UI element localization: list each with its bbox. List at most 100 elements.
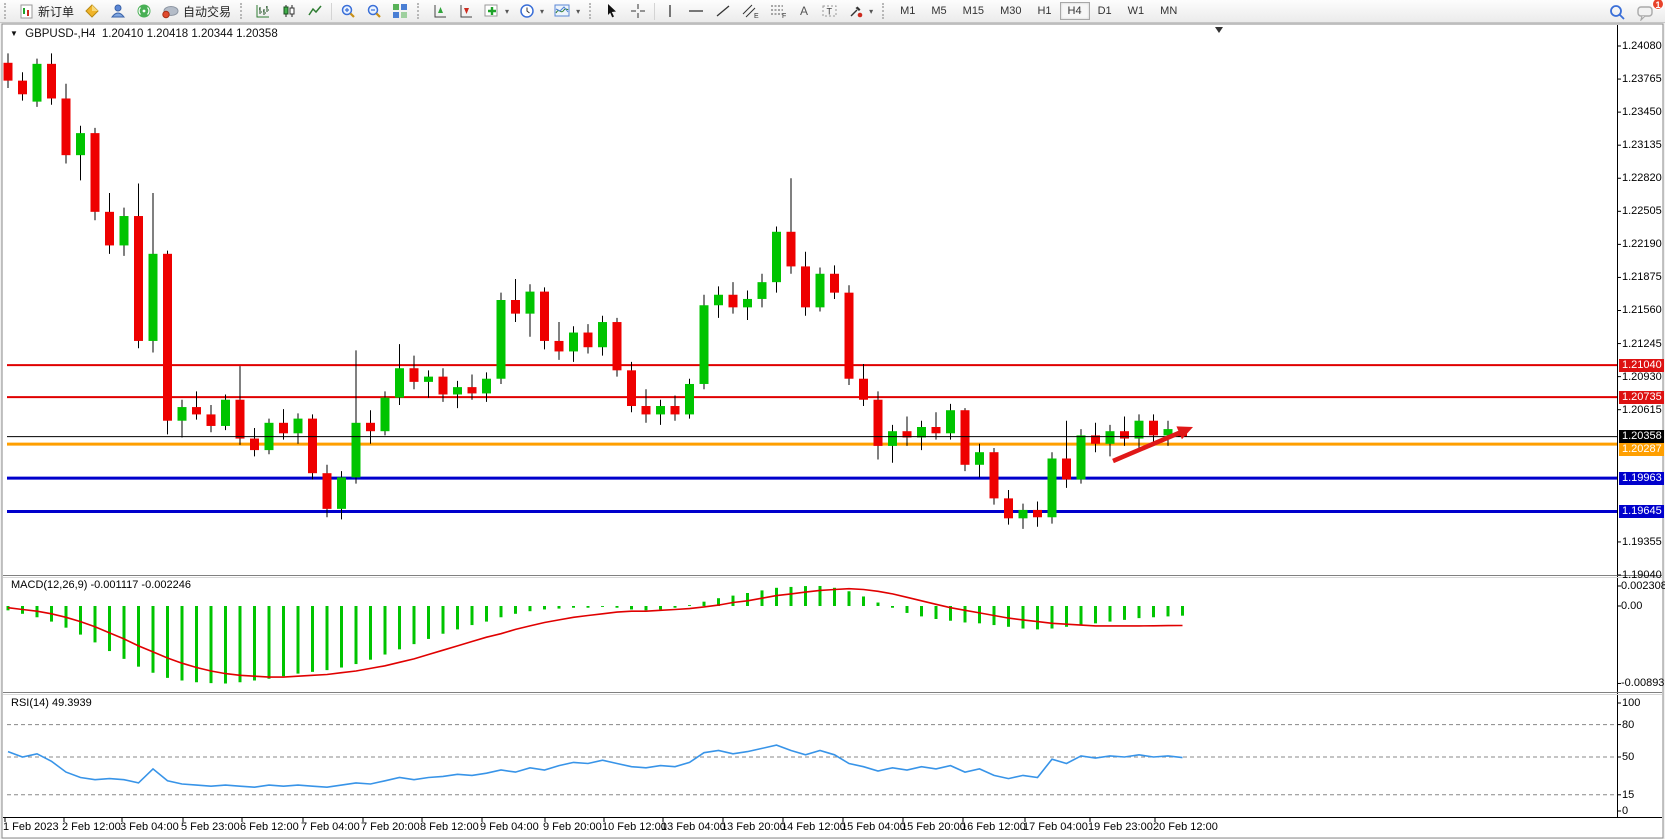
candle-bullish	[293, 418, 303, 434]
candle-bullish	[1018, 509, 1028, 519]
timeframe-button-M15[interactable]: M15	[962, 5, 985, 17]
candle-bullish	[757, 282, 767, 299]
macd-indicator-label: MACD(12,26,9) -0.001117 -0.002246	[11, 579, 191, 591]
zoom-in-button[interactable]	[335, 1, 361, 21]
candle-bearish	[612, 322, 622, 371]
price-line-label: 1.20287	[1619, 443, 1664, 457]
timeframe-button-W1[interactable]: W1	[1127, 5, 1145, 17]
candle-bearish	[163, 253, 172, 421]
chart-template-button[interactable]: ▾	[549, 1, 585, 21]
candlestick-chart-button[interactable]	[276, 1, 302, 21]
svg-text:E: E	[754, 13, 759, 19]
tile-windows-icon	[392, 3, 408, 19]
candle-bearish	[728, 294, 738, 308]
candle-bearish	[989, 452, 999, 499]
price-tick-label: 1.21875	[1622, 271, 1662, 284]
date-tick-label: 9 Feb 20:00	[543, 821, 602, 833]
rsi-tick-label: 15	[1622, 788, 1635, 801]
chat-icon	[1636, 3, 1656, 21]
chart-shift-marker-icon[interactable]	[1215, 27, 1223, 33]
timeframe-button-MN[interactable]: MN	[1160, 5, 1178, 17]
candle-bearish	[308, 418, 317, 474]
symbol-collapse-icon[interactable]: ▼	[10, 29, 18, 38]
price-tick-label: 1.21560	[1622, 304, 1662, 317]
indicator-window-up-button[interactable]	[427, 1, 453, 21]
horizontal-level-lines[interactable]	[7, 364, 1617, 513]
period-clock-icon	[519, 3, 535, 19]
price-line-label: 1.19963	[1619, 471, 1664, 485]
arrow-head[interactable]	[1176, 426, 1193, 440]
candle-bearish	[90, 133, 100, 212]
timeframe-button-H1[interactable]: H1	[1037, 5, 1052, 17]
equidistant-channel-button[interactable]: E	[736, 1, 764, 21]
arrow-annotation[interactable]	[1112, 426, 1193, 464]
candle-bullish	[975, 452, 984, 465]
chart-template-icon	[554, 3, 571, 19]
text-label-button[interactable]: T	[816, 1, 843, 21]
toolbar-grip[interactable]	[240, 3, 247, 19]
horizontal-line-button[interactable]	[682, 1, 710, 21]
indicator-window-up-icon	[432, 3, 448, 19]
candle-bullish	[32, 63, 42, 102]
ohlc-high: 1.20418	[146, 28, 189, 40]
add-indicator-button[interactable]: ▾	[479, 1, 514, 21]
fibonacci-button[interactable]: F	[764, 1, 792, 21]
candle-bearish	[1062, 458, 1071, 480]
navigator-button[interactable]	[105, 1, 131, 21]
timeframe-button-M1[interactable]: M1	[900, 5, 916, 17]
signal-icon	[136, 3, 152, 19]
dropdown-arrow-icon: ▾	[540, 6, 545, 16]
toolbar-grip[interactable]	[882, 3, 889, 19]
zoom-out-button[interactable]	[361, 1, 387, 21]
price-tick-label: 1.20930	[1622, 370, 1662, 383]
indicator-window-down-icon	[458, 3, 474, 19]
price-tick-label: 1.19355	[1622, 535, 1662, 548]
timeframe-button-H4[interactable]: H4	[1059, 2, 1090, 20]
timeframe-group: M1 M5 M15 M30 H1 H4 D1 W1 MN	[892, 2, 1185, 20]
timeframe-button-M30[interactable]: M30	[1000, 5, 1022, 17]
arrows-tool-button[interactable]: ▾	[843, 1, 878, 21]
rsi-tick-label: 0	[1622, 805, 1629, 817]
signal-button[interactable]	[131, 1, 157, 21]
new-order-button[interactable]: 新订单	[14, 1, 79, 21]
date-tick-label: 20 Feb 12:00	[1153, 821, 1218, 833]
price-tick-label: 1.21245	[1622, 337, 1662, 350]
arrow-shaft[interactable]	[1112, 430, 1181, 464]
indicator-window-down-button[interactable]	[453, 1, 479, 21]
candle-bullish	[656, 406, 665, 415]
candle-bullish	[119, 216, 129, 246]
new-order-label: 新订单	[38, 4, 75, 19]
navigator-icon	[110, 3, 126, 19]
candle-bullish	[598, 322, 607, 348]
chat-button[interactable]: 1	[1631, 0, 1664, 22]
svg-text:A: A	[800, 4, 808, 18]
timeframe-button-M5[interactable]: M5	[931, 5, 947, 17]
toolbar-grip[interactable]	[589, 3, 596, 19]
bar-chart-icon	[255, 3, 271, 19]
vertical-line-button[interactable]	[658, 1, 682, 21]
market-watch-button[interactable]	[79, 1, 105, 21]
date-tick-label: 9 Feb 04:00	[480, 821, 539, 833]
date-tick-label: 1 Feb 2023	[3, 821, 59, 833]
timeframe-button-D1[interactable]: D1	[1097, 5, 1112, 17]
text-button[interactable]: A	[792, 1, 816, 21]
trendline-button[interactable]	[710, 1, 736, 21]
cursor-button[interactable]	[599, 1, 625, 21]
line-chart-button[interactable]	[302, 1, 328, 21]
crosshair-button[interactable]	[625, 1, 651, 21]
svg-text:F: F	[782, 13, 786, 19]
date-tick-label: 6 Feb 12:00	[240, 821, 299, 833]
toolbar-grip[interactable]	[417, 3, 424, 19]
candle-bullish	[76, 133, 85, 156]
auto-trading-button[interactable]: 自动交易	[157, 1, 236, 21]
tile-windows-button[interactable]	[387, 1, 413, 21]
candle-bearish	[18, 80, 27, 95]
toolbar-separator	[654, 2, 656, 20]
candle-bullish	[917, 427, 926, 438]
bar-chart-button[interactable]	[250, 1, 276, 21]
search-button[interactable]	[1603, 2, 1631, 22]
toolbar-grip[interactable]	[4, 3, 11, 19]
candle-bearish	[467, 387, 477, 394]
period-button[interactable]: ▾	[514, 1, 549, 21]
